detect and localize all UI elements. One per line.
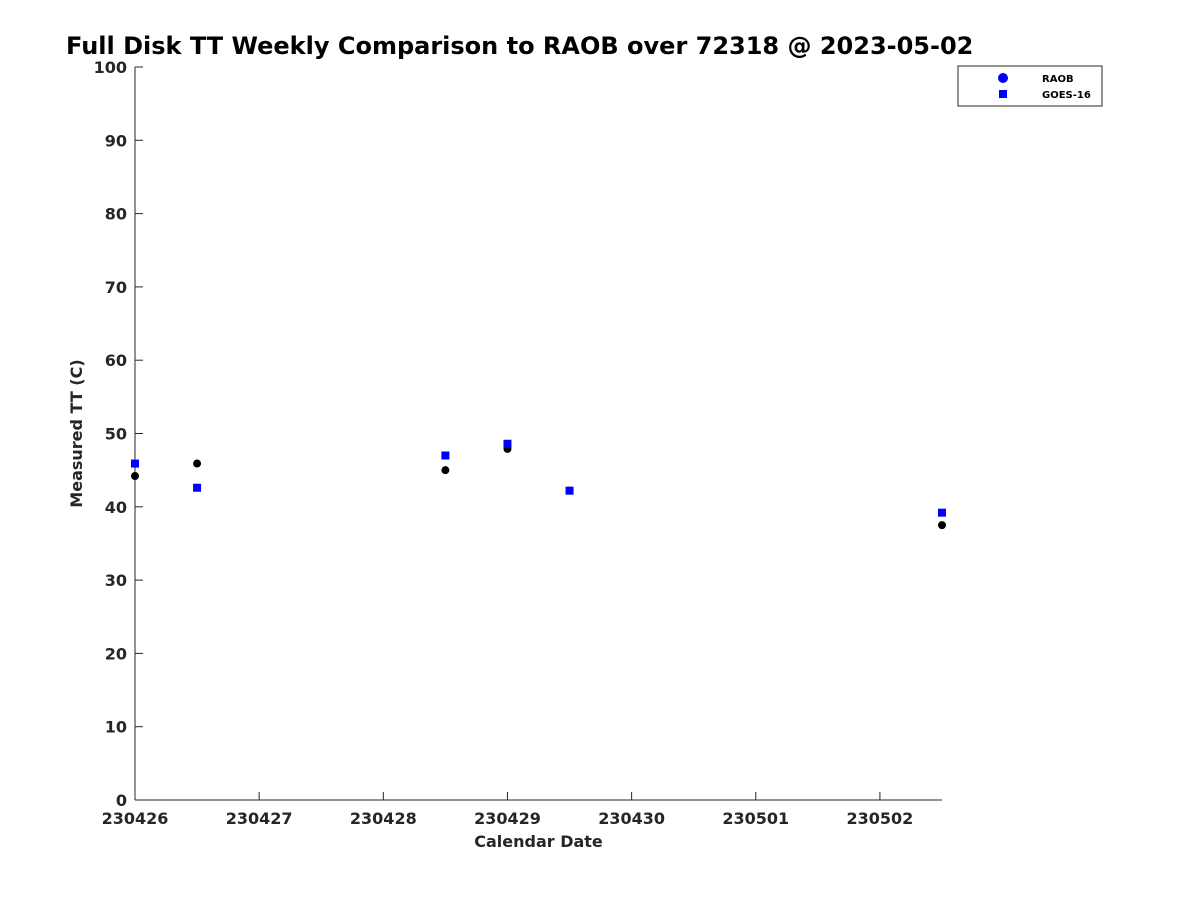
x-tick-label: 230427 xyxy=(226,809,293,828)
x-tick-label: 230429 xyxy=(474,809,541,828)
goes-16-point xyxy=(503,439,512,448)
goes-16-point xyxy=(441,451,450,460)
legend-square-marker xyxy=(999,90,1007,98)
y-tick-label: 80 xyxy=(105,205,127,224)
x-tick-label: 230430 xyxy=(598,809,665,828)
plot-axes xyxy=(134,67,942,801)
series-raob xyxy=(131,444,946,530)
legend: RAOB GOES-16 xyxy=(957,65,1103,107)
data-points xyxy=(131,439,946,530)
goes-16-point xyxy=(193,483,202,492)
y-tick-label: 30 xyxy=(105,571,127,590)
x-tick-label: 230428 xyxy=(350,809,417,828)
y-tick-label: 90 xyxy=(105,131,127,150)
legend-box xyxy=(957,65,1103,107)
x-tick-label: 230501 xyxy=(722,809,789,828)
x-axis-label: Calendar Date xyxy=(474,832,603,851)
y-tick-label: 40 xyxy=(105,498,127,517)
y-tick-label: 60 xyxy=(105,351,127,370)
x-tick-label: 230502 xyxy=(847,809,914,828)
chart-title: Full Disk TT Weekly Comparison to RAOB o… xyxy=(66,32,973,60)
y-tick-label: 0 xyxy=(116,791,127,810)
y-axis-label: Measured TT (C) xyxy=(67,359,86,507)
y-axis-ticks: 0 10 20 30 40 50 60 70 80 90 100 xyxy=(94,58,143,810)
legend-label: GOES-16 xyxy=(1042,90,1091,101)
raob-point xyxy=(193,459,202,468)
y-tick-label: 10 xyxy=(105,718,127,737)
raob-point xyxy=(441,466,450,475)
legend-circle-marker xyxy=(998,73,1008,83)
x-tick-label: 230426 xyxy=(102,809,169,828)
raob-point xyxy=(938,521,946,530)
x-axis-ticks: 230426 230427 230428 230429 230430 230501 2305… xyxy=(102,792,914,828)
legend-label: RAOB xyxy=(1042,74,1074,85)
goes-16-point xyxy=(565,486,574,495)
goes-16-point xyxy=(938,508,946,517)
y-tick-label: 50 xyxy=(105,425,127,444)
y-tick-label: 70 xyxy=(105,278,127,297)
goes-16-point xyxy=(131,459,139,468)
y-tick-label: 20 xyxy=(105,644,127,663)
series-goes-16 xyxy=(131,439,946,517)
y-tick-label: 100 xyxy=(94,58,127,77)
raob-point xyxy=(131,472,139,481)
